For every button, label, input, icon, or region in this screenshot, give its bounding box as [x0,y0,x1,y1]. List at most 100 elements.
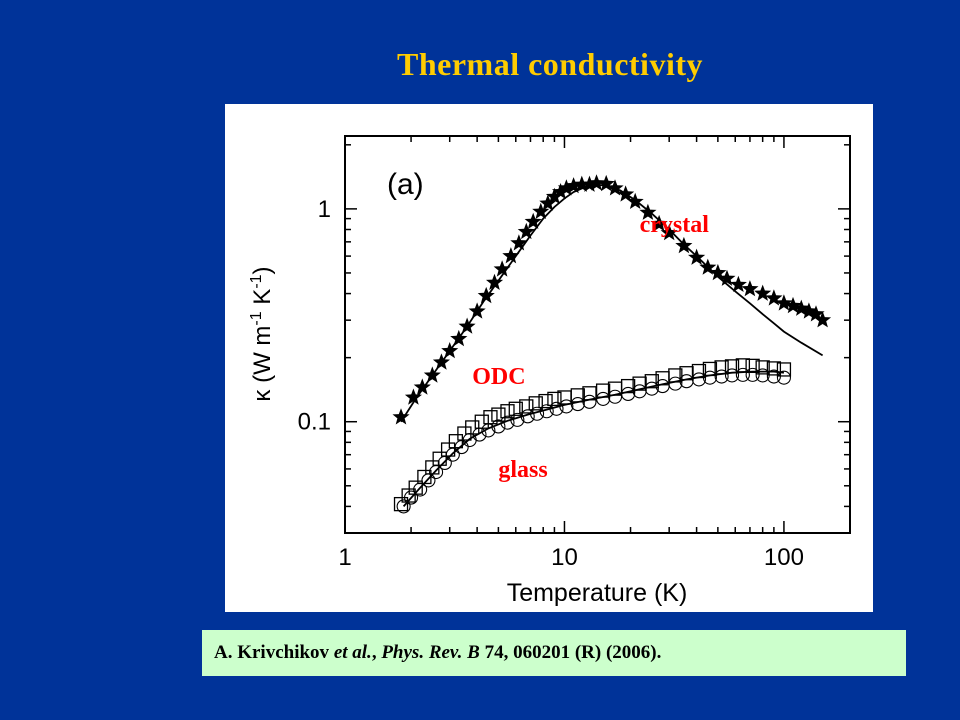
crystal-point [775,294,793,311]
citation-etal: et al. [333,642,372,663]
glass-point [596,391,611,406]
odc-point [595,383,611,398]
y-tick-label: 0.1 [298,409,331,436]
glass-point [413,482,428,497]
odc-point [776,362,792,377]
annotation-glass: glass [498,457,547,483]
glass-point [481,423,496,438]
crystal-point [729,275,747,292]
crystal-point [800,302,818,319]
citation-box: A. Krivchikov et al., Phys. Rev. B 74, 0… [202,630,906,676]
y-axis-label-close: ) [249,266,276,274]
crystal-point [792,299,810,316]
odc-point [547,391,562,407]
crystal-point [588,174,606,191]
crystal-point [413,378,431,395]
y-tick-label: 1 [318,196,331,223]
odc-point [755,360,770,375]
odc-point [393,496,409,512]
crystal-point [807,305,825,322]
crystal-point [532,202,550,219]
crystal-point [493,260,511,277]
crystal-point [754,284,772,301]
crystal-point [404,388,422,405]
fit-curve-4 [402,370,784,507]
crystal-point [639,203,657,220]
crystal-point [502,247,520,264]
panel-label: (a) [387,168,424,201]
crystal-point [597,174,615,192]
annotation-odc: ODC [472,364,525,390]
y-axis-label-exp2: -1 [248,274,265,288]
odc-point [483,410,498,425]
y-axis-label-kappa: κ (W m [249,326,276,402]
glass-point [621,386,636,402]
odc-point [448,434,464,449]
crystal-point [650,214,668,232]
x-tick-label: 10 [551,544,578,571]
crystal-point [718,269,736,286]
odc-point [491,407,506,422]
glass-point [714,369,729,384]
annotation-crystal: crystal [640,212,710,238]
odc-point [500,404,515,419]
svg-text:κ (W m-1 K-1): κ (W m-1 K-1) [248,266,276,401]
glass-point [421,473,436,488]
glass-point [437,455,452,471]
crystal-point [545,187,563,204]
fit-curve-3 [400,183,824,423]
glass-point [755,368,770,383]
crystal-point [741,280,759,297]
crystal-point [477,286,495,304]
axis-ticks: 1 10 100 0.1 1 [298,136,851,571]
crystal-point [557,179,575,196]
odc-point [519,399,534,414]
crystal-point [580,175,598,192]
glass-point [735,367,750,382]
glass-point [776,370,791,385]
glass-point [724,368,740,383]
y-axis-label: κ (W m-1 K-1) [248,266,276,401]
glass-point [429,465,444,480]
glass-point [745,367,760,382]
crystal-point [392,408,410,425]
glass-point [702,370,717,385]
x-tick-label: 1 [338,544,351,571]
crystal-point [765,289,783,306]
crystal-point [709,263,727,281]
y-axis-label-k: K [249,289,276,312]
glass-point [472,427,487,442]
odc-point [508,401,523,416]
crystal-point [517,222,535,240]
odc-point [440,442,456,457]
odc-point [766,361,782,376]
crystal-point [539,194,557,211]
x-axis-label: Temperature (K) [507,579,688,607]
glass-point [570,397,585,412]
figure-panel: (a) Temperature (K) κ (W m-1 K-1) 1 10 100… [225,104,873,612]
citation-author: A. Krivchikov [214,642,330,663]
crystal-point [524,212,542,229]
citation-separator: , [371,642,382,663]
y-axis-label-exp1: -1 [248,311,265,325]
odc-point [528,396,543,411]
glass-point [607,389,623,404]
glass-point [766,369,781,384]
slide-title: Thermal conductivity [397,46,703,82]
crystal-point [784,296,802,314]
glass-point [454,440,469,455]
crystal-point [486,273,504,290]
x-tick-label: 100 [764,544,804,571]
odc-point [538,393,553,409]
odc-point [432,451,447,466]
citation-details: 74, 060201 (R) (2006). [479,642,662,663]
odc-point [474,414,489,429]
glass-point [445,447,460,462]
crystal-point [552,183,570,200]
plot-frame [344,135,851,534]
data-series [392,174,832,514]
glass-point [404,490,419,505]
thermal-conductivity-chart: (a) Temperature (K) κ (W m-1 K-1) 1 10 100… [248,135,851,607]
crystal-point [510,234,528,251]
glass-point [396,499,411,514]
